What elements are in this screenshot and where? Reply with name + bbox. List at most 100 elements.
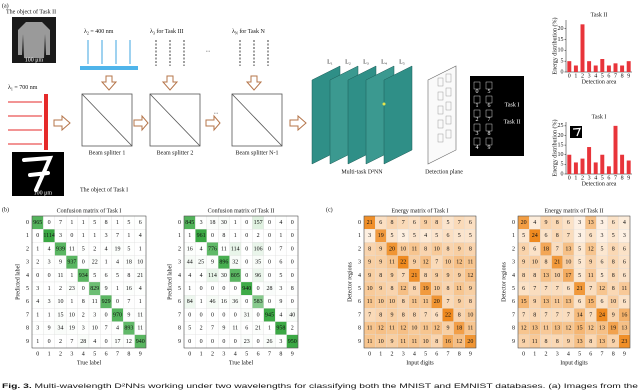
- wavelength-label: λ1 = 700 nm: [8, 85, 38, 91]
- cell-value: 5: [93, 220, 96, 226]
- cell-value: 4: [116, 326, 119, 332]
- matrix-frame: [517, 215, 631, 349]
- cell-value: 28: [80, 339, 86, 345]
- blue-source: [80, 66, 138, 70]
- text: = 700 nm: [13, 85, 38, 91]
- y-tick-label: 1: [358, 233, 361, 239]
- y-tick-label: 6: [26, 299, 29, 305]
- cell-value: 0: [257, 312, 260, 318]
- cell-value: 8: [447, 246, 450, 252]
- cell-value: 8: [82, 299, 85, 305]
- plane-detector: [445, 101, 452, 111]
- cell-value: 0: [211, 286, 214, 292]
- cell-value: 0: [48, 220, 51, 226]
- y-tick-label: 4: [178, 273, 181, 279]
- cell-value: 24: [532, 233, 538, 239]
- cell-value: 11: [389, 260, 395, 266]
- y-axis-label: Energy distribution (%): [551, 120, 558, 177]
- cell-value: 12: [423, 260, 429, 266]
- cell-value: 21: [367, 220, 373, 226]
- cell-value: 0: [200, 312, 203, 318]
- cell-value: 30: [221, 273, 227, 279]
- y-tick-label: 0: [26, 220, 29, 226]
- cell-value: 5: [578, 273, 581, 279]
- y-axis-label: Predicted label: [167, 264, 173, 300]
- cell-value: 0: [245, 246, 248, 252]
- x-tick-label: 9: [627, 73, 630, 79]
- cell-value: 13: [532, 326, 538, 332]
- cell-value: 5: [93, 273, 96, 279]
- detector-box: [485, 109, 493, 118]
- plane-detector: [445, 129, 452, 139]
- cell-value: 5: [458, 233, 461, 239]
- cell-value: 12: [467, 273, 473, 279]
- cell-value: 6: [533, 246, 536, 252]
- cell-value: 11: [137, 326, 143, 332]
- cell-value: 22: [445, 312, 451, 318]
- cell-value: 3: [59, 233, 62, 239]
- x-tick-label: 1: [379, 351, 382, 357]
- cell-value: 1: [234, 220, 237, 226]
- x-axis-label: Input digits: [406, 360, 434, 366]
- cell-value: 8: [435, 339, 438, 345]
- cell-value: 8: [291, 286, 294, 292]
- cell-value: 19: [423, 286, 429, 292]
- cell-value: 9: [545, 220, 548, 226]
- x-tick-label: 5: [245, 351, 248, 357]
- cell-value: 9: [379, 260, 382, 266]
- cell-value: 23: [244, 339, 250, 345]
- cell-value: 6: [379, 220, 382, 226]
- cell-value: 19: [115, 246, 121, 252]
- cell-value: 11: [69, 246, 75, 252]
- cell-value: 0: [188, 339, 191, 345]
- cell-value: 6: [567, 286, 570, 292]
- cell-value: 7: [567, 233, 570, 239]
- wavelength-label: λ2 = 400 nm: [84, 29, 114, 35]
- cell-value: 8: [402, 299, 405, 305]
- cell-value: 8: [469, 299, 472, 305]
- x-tick-label: 1: [574, 73, 577, 79]
- x-tick-label: 0: [568, 73, 571, 79]
- cell-value: 9: [533, 299, 536, 305]
- cell-value: 3: [48, 299, 51, 305]
- cell-value: 25: [198, 260, 204, 266]
- cell-value: 4: [36, 299, 39, 305]
- cell-value: 0: [268, 260, 271, 266]
- bar: [620, 65, 625, 72]
- cell-value: 11: [92, 299, 98, 305]
- x-axis-label: Detection area: [582, 181, 617, 187]
- cell-value: 9: [391, 339, 394, 345]
- cell-value: 1: [116, 220, 119, 226]
- cell-value: 12: [126, 339, 132, 345]
- cell-value: 6: [522, 286, 525, 292]
- cell-value: 8: [612, 286, 615, 292]
- cell-value: 13: [599, 326, 605, 332]
- cell-value: 8: [391, 286, 394, 292]
- x-tick-label: 7: [614, 73, 617, 79]
- bar: [620, 154, 625, 174]
- cell-value: 0: [211, 339, 214, 345]
- y-tick-label: 5: [26, 286, 29, 292]
- x-tick-label: 0: [568, 175, 571, 181]
- cell-value: 8: [522, 273, 525, 279]
- detector-box: [473, 123, 481, 132]
- digit-thumb-stroke: [572, 127, 581, 137]
- x-tick-label: 6: [607, 73, 610, 79]
- digit-thumb: [570, 126, 582, 138]
- cell-value: 7: [545, 312, 548, 318]
- detector-box: [485, 81, 493, 90]
- cell-value: 7: [533, 286, 536, 292]
- cell-value: 1: [234, 233, 237, 239]
- cell-value: 106: [254, 246, 263, 252]
- cell-value: 9: [391, 273, 394, 279]
- cell-value: 10: [92, 326, 98, 332]
- cell-value: 1: [48, 286, 51, 292]
- x-tick-label: 5: [578, 351, 581, 357]
- y-tick-label: 10: [558, 48, 564, 54]
- cell-value: 16: [126, 286, 132, 292]
- cell-value: 5: [601, 246, 604, 252]
- cell-value: 22: [400, 260, 406, 266]
- blue-arrows: [87, 40, 131, 64]
- splitter-label: Beam splitter 1: [89, 150, 126, 156]
